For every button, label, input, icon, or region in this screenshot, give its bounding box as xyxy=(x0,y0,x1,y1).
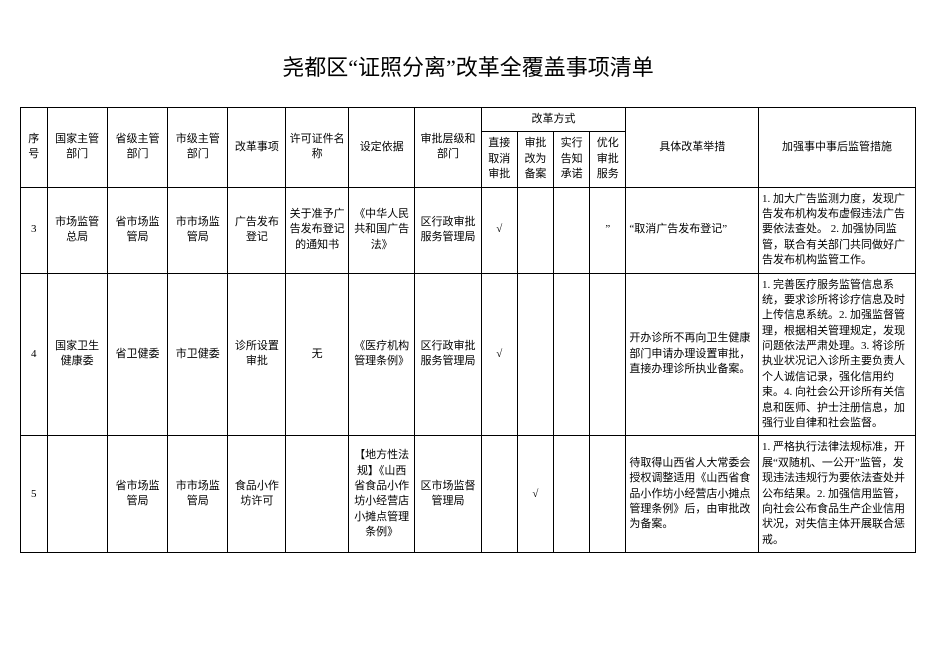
th-level: 审批层级和部门 xyxy=(415,108,481,188)
th-national: 国家主管部门 xyxy=(47,108,107,188)
cell-m2: √ xyxy=(517,436,553,553)
cell-city: 市卫健委 xyxy=(168,273,228,436)
cell-measures: 待取得山西省人大常委会授权调整适用《山西省食品小作坊小经营店小摊点管理条例》后，… xyxy=(626,436,759,553)
th-m3: 实行告知承诺 xyxy=(554,132,590,187)
cell-m3 xyxy=(554,273,590,436)
cell-basis: 《中华人民共和国广告法》 xyxy=(349,187,415,273)
cell-m1: √ xyxy=(481,187,517,273)
cell-measures: “取消广告发布登记” xyxy=(626,187,759,273)
cell-city: 市市场监管局 xyxy=(168,436,228,553)
th-m1: 直接取消审批 xyxy=(481,132,517,187)
cell-level: 区行政审批服务管理局 xyxy=(415,273,481,436)
th-mode: 改革方式 xyxy=(481,108,626,132)
cell-national xyxy=(47,436,107,553)
th-cert: 许可证件名称 xyxy=(286,108,349,188)
cell-supervision: 1. 加大广告监测力度，发现广告发布机构发布虚假违法广告要依法查处。 2. 加强… xyxy=(759,187,916,273)
cell-level: 区行政审批服务管理局 xyxy=(415,187,481,273)
reform-table: 序号 国家主管部门 省级主管部门 市级主管部门 改革事项 许可证件名称 设定依据… xyxy=(20,107,916,553)
cell-m3 xyxy=(554,187,590,273)
cell-m4 xyxy=(590,273,626,436)
th-seq: 序号 xyxy=(21,108,48,188)
table-row: 4 国家卫生健康委 省卫健委 市卫健委 诊所设置审批 无 《医疗机构管理条例》 … xyxy=(21,273,916,436)
cell-seq: 5 xyxy=(21,436,48,553)
cell-cert xyxy=(286,436,349,553)
th-m4: 优化审批服务 xyxy=(590,132,626,187)
cell-m2 xyxy=(517,187,553,273)
cell-level: 区市场监督管理局 xyxy=(415,436,481,553)
cell-basis: 【地方性法规】《山西省食品小作坊小经营店小摊点管理条例》 xyxy=(349,436,415,553)
cell-m4 xyxy=(590,436,626,553)
cell-prov: 省市场监管局 xyxy=(107,436,167,553)
cell-supervision: 1. 完善医疗服务监管信息系统，要求诊所将诊疗信息及时上传信息系统。2. 加强监… xyxy=(759,273,916,436)
page-title: 尧都区“证照分离”改革全覆盖事项清单 xyxy=(20,50,916,82)
th-basis: 设定依据 xyxy=(349,108,415,188)
table-row: 3 市场监管总局 省市场监管局 市市场监管局 广告发布登记 关于准予广告发布登记… xyxy=(21,187,916,273)
th-prov: 省级主管部门 xyxy=(107,108,167,188)
th-m2: 审批改为备案 xyxy=(517,132,553,187)
th-measures: 具体改革举措 xyxy=(626,108,759,188)
cell-seq: 3 xyxy=(21,187,48,273)
th-supervision: 加强事中事后监管措施 xyxy=(759,108,916,188)
cell-seq: 4 xyxy=(21,273,48,436)
cell-item: 广告发布登记 xyxy=(228,187,286,273)
cell-m1: √ xyxy=(481,273,517,436)
cell-item: 食品小作坊许可 xyxy=(228,436,286,553)
th-item: 改革事项 xyxy=(228,108,286,188)
cell-m4: ” xyxy=(590,187,626,273)
cell-city: 市市场监管局 xyxy=(168,187,228,273)
cell-item: 诊所设置审批 xyxy=(228,273,286,436)
th-city: 市级主管部门 xyxy=(168,108,228,188)
cell-cert: 无 xyxy=(286,273,349,436)
cell-supervision: 1. 严格执行法律法规标准，开展“双随机、一公开”监管，发现违法违规行为要依法查… xyxy=(759,436,916,553)
cell-national: 市场监管总局 xyxy=(47,187,107,273)
cell-national: 国家卫生健康委 xyxy=(47,273,107,436)
table-row: 5 省市场监管局 市市场监管局 食品小作坊许可 【地方性法规】《山西省食品小作坊… xyxy=(21,436,916,553)
cell-cert: 关于准予广告发布登记的通知书 xyxy=(286,187,349,273)
cell-prov: 省卫健委 xyxy=(107,273,167,436)
cell-m3 xyxy=(554,436,590,553)
cell-m2 xyxy=(517,273,553,436)
cell-m1 xyxy=(481,436,517,553)
cell-measures: 开办诊所不再向卫生健康部门申请办理设置审批，直接办理诊所执业备案。 xyxy=(626,273,759,436)
cell-basis: 《医疗机构管理条例》 xyxy=(349,273,415,436)
cell-prov: 省市场监管局 xyxy=(107,187,167,273)
